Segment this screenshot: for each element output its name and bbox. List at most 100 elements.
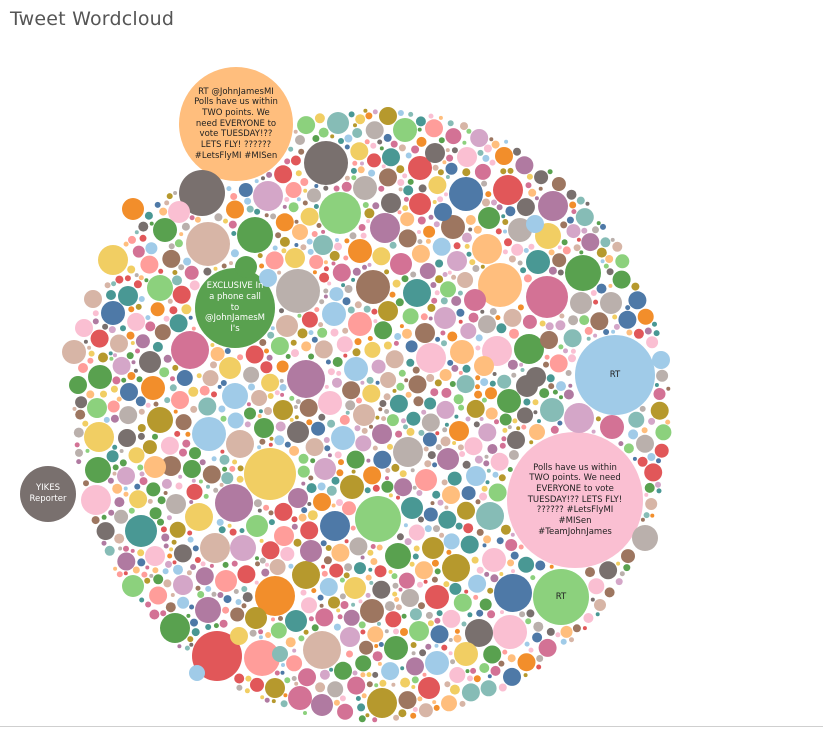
bubble[interactable] [434,617,441,624]
bubble[interactable] [293,405,298,409]
bubble[interactable] [219,619,228,628]
bubble[interactable] [403,279,431,307]
bubble[interactable] [655,424,672,441]
bubble[interactable] [408,375,427,394]
bubble[interactable] [460,323,477,339]
bubble[interactable] [480,309,485,314]
bubble[interactable] [195,585,201,591]
bubble[interactable] [331,503,336,508]
bubble[interactable] [311,336,318,343]
bubble[interactable] [135,348,140,354]
bubble[interactable] [517,260,523,266]
bubble[interactable] [323,260,328,265]
bubble[interactable] [505,539,518,551]
bubble[interactable] [112,444,118,450]
bubble[interactable] [321,570,328,577]
bubble[interactable] [526,215,544,233]
bubble[interactable] [454,414,459,419]
bubble[interactable] [237,465,244,472]
bubble[interactable] [390,140,398,148]
bubble[interactable] [548,249,555,256]
bubble[interactable] [483,144,492,153]
bubble[interactable] [612,314,618,320]
bubble[interactable] [566,216,574,224]
bubble[interactable] [329,563,344,578]
bubble[interactable] [161,533,170,542]
bubble[interactable] [172,364,179,371]
bubble[interactable] [410,468,415,473]
bubble[interactable] [135,334,150,349]
bubble[interactable] [478,263,522,307]
bubble[interactable] [503,229,507,234]
bubble[interactable] [142,440,157,455]
bubble[interactable] [179,232,184,237]
bubble[interactable] [576,196,585,205]
bubble[interactable] [540,398,564,422]
bubble[interactable] [656,369,669,382]
bubble[interactable] [439,532,445,538]
bubble[interactable] [303,629,309,635]
bubble[interactable] [336,336,353,353]
bubble[interactable] [267,331,275,339]
bubble[interactable] [255,561,260,567]
bubble[interactable] [434,290,440,296]
bubble[interactable] [74,442,80,448]
bubble[interactable] [392,279,401,288]
bubble[interactable] [582,626,587,631]
bubble[interactable] [348,239,372,263]
bubble[interactable] [496,204,503,211]
bubble[interactable] [566,189,577,200]
bubble[interactable] [75,319,93,337]
bubble[interactable] [476,566,484,574]
bubble[interactable] [432,462,438,468]
bubble[interactable] [150,302,165,317]
bubble[interactable] [468,574,487,593]
bubble[interactable] [393,714,400,721]
bubble[interactable] [496,537,504,545]
bubble[interactable] [381,164,386,169]
bubble[interactable] [219,482,224,487]
bubble[interactable] [396,533,404,541]
bubble[interactable] [279,236,290,247]
bubble[interactable] [185,431,191,437]
bubble[interactable] [279,384,287,391]
bubble[interactable] [298,453,309,464]
bubble[interactable] [276,269,320,313]
bubble[interactable] [98,245,128,275]
bubble[interactable] [127,372,136,380]
bubble[interactable] [581,233,600,252]
bubble[interactable] [234,673,245,684]
bubble[interactable] [396,382,405,391]
bubble[interactable] [557,245,562,250]
bubble[interactable] [165,560,172,568]
bubble[interactable] [385,468,391,473]
bubble[interactable] [300,540,322,562]
bubble[interactable] [266,171,273,178]
bubble[interactable] [350,525,356,531]
bubble[interactable] [568,354,576,363]
bubble[interactable] [327,112,349,134]
bubble[interactable] [357,166,365,174]
bubble[interactable] [215,484,253,522]
bubble[interactable] [305,438,324,457]
bubble[interactable] [320,540,327,547]
bubble[interactable] [490,574,499,583]
bubble[interactable] [123,241,129,247]
bubble[interactable] [319,299,325,305]
bubble[interactable] [600,415,624,439]
bubble[interactable] [441,215,465,239]
bubble[interactable] [534,196,539,201]
bubble[interactable] [480,378,489,387]
bubble[interactable] [640,517,645,522]
bubble[interactable] [285,354,291,359]
bubble[interactable] [408,111,414,117]
bubble[interactable] [364,487,371,494]
bubble[interactable] [365,112,373,120]
bubble[interactable] [171,539,177,545]
bubble[interactable] [438,510,457,529]
bubble[interactable] [441,695,457,712]
bubble[interactable] [302,200,308,206]
bubble[interactable] [519,362,524,367]
bubble[interactable] [428,316,433,321]
bubble[interactable] [644,463,663,482]
